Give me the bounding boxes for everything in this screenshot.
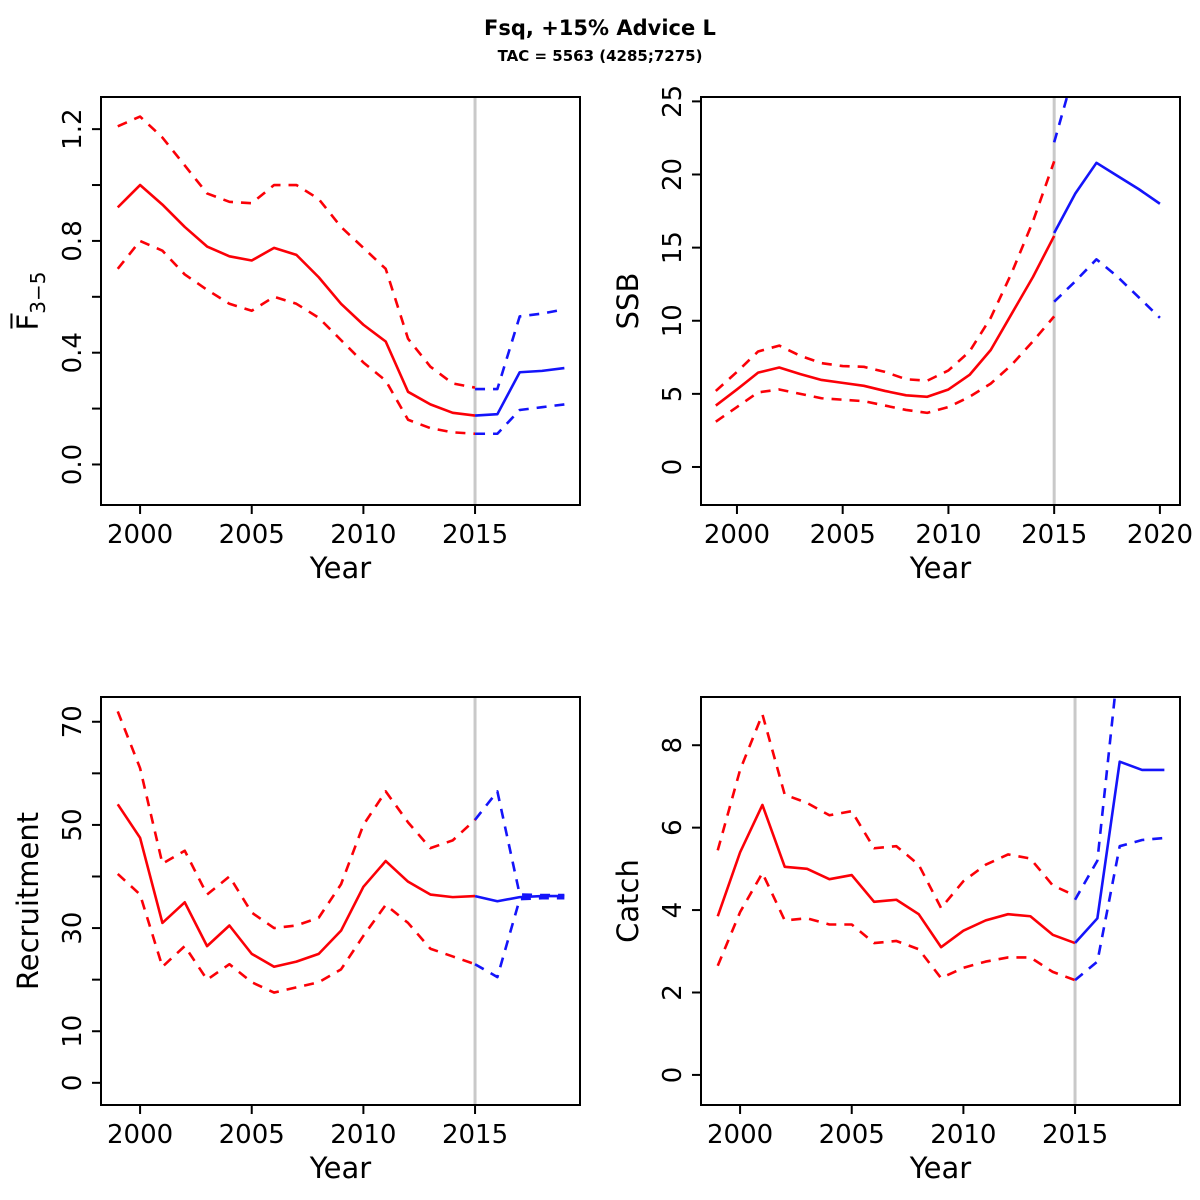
fbar-y-tick-label: 0.0 [58, 444, 88, 485]
ssb-y-tick-label: 10 [658, 304, 688, 337]
fbar-ylabel: F̅3−5 [11, 272, 50, 331]
fbar-forecast-upper-line [475, 308, 565, 391]
ssb-y-tick-label: 15 [658, 231, 688, 264]
recruitment-y-tick-label: 30 [58, 912, 88, 945]
recruitment-history-median-line [116, 803, 476, 969]
recruitment-x-tick-label: 2000 [107, 1120, 173, 1150]
recruitment-y-tick-label: 50 [58, 808, 88, 841]
recruitment-forecast-upper-line [474, 790, 565, 897]
panel-fbar: 2000 2005 2010 2015 0.0 0.4 0.8 1.2 Year F̅3−5 [11, 96, 581, 585]
fbar-x-tick-label: 2015 [442, 520, 508, 550]
catch-forecast-lower-line [1074, 836, 1165, 982]
ssb-x-tick-label: 2000 [704, 520, 770, 550]
fbar-plot-box [100, 96, 581, 506]
ssb-ylabel: SSB [611, 273, 645, 330]
ssb-x-tick-label: 2005 [810, 520, 876, 550]
ssb-x-tick-label: 2015 [1021, 520, 1087, 550]
catch-y-tick-label: 2 [658, 984, 688, 1001]
ssb-y-tick-label: 25 [658, 85, 688, 118]
catch-xlabel: Year [909, 1151, 971, 1185]
figure-subtitle: TAC = 5563 (4285;7275) [497, 47, 703, 65]
catch-history-lower-line [716, 871, 1076, 982]
fbar-x-tick-label: 2005 [219, 520, 285, 550]
panel-ssb: 2000 2005 2010 2015 2020 0 5 10 15 20 25 Year SSB [611, 85, 1193, 585]
ssb-history-lower-line [715, 315, 1056, 423]
fbar-x-tick-label: 2010 [330, 520, 396, 550]
fbar-forecast-median-line [474, 366, 565, 417]
panel-recruitment: 2000 2005 2010 2015 0 10 30 50 70 Year Recruitment [11, 696, 581, 1185]
catch-y-tick-label: 6 [658, 819, 688, 836]
fbar-y-tick-label: 0.4 [58, 332, 88, 373]
ssb-y-tick-label: 0 [658, 459, 688, 476]
recruitment-history-upper-line [116, 710, 476, 930]
recruitment-x-tick-label: 2015 [442, 1120, 508, 1150]
recruitment-x-tick-label: 2005 [219, 1120, 285, 1150]
recruitment-history-lower-line [116, 872, 476, 994]
fbar-history-median-line [116, 183, 476, 417]
ssb-history-upper-line [714, 160, 1056, 392]
fbar-forecast-lower-line [475, 403, 565, 436]
ssb-xlabel: Year [909, 551, 971, 585]
ssb-history-median-line [715, 235, 1056, 407]
catch-forecast-median-line [1074, 760, 1165, 944]
catch-x-tick-label: 2010 [930, 1120, 996, 1150]
catch-history-median-line [716, 803, 1076, 949]
catch-forecast-upper-line [1073, 697, 1117, 901]
catch-x-tick-label: 2005 [819, 1120, 885, 1150]
fbar-y-tick-label: 0.8 [58, 220, 88, 261]
fbar-x-tick-label: 2000 [107, 520, 173, 550]
ssb-x-tick-label: 2010 [915, 520, 981, 550]
catch-history-upper-line [716, 713, 1076, 910]
recruitment-y-tick-label: 0 [58, 1075, 88, 1092]
catch-y-tick-label: 4 [658, 902, 688, 919]
fbar-y-tick-label: 1.2 [58, 108, 88, 149]
catch-x-tick-label: 2015 [1042, 1120, 1108, 1150]
ssb-y-tick-label: 5 [658, 386, 688, 403]
ssb-forecast-upper-line [1052, 97, 1069, 143]
ssb-x-tick-label: 2020 [1127, 520, 1193, 550]
catch-y-tick-label: 8 [658, 737, 688, 754]
panel-catch: 2000 2005 2010 2015 0 2 4 6 8 Year Catch [611, 696, 1181, 1185]
recruitment-y-tick-label: 10 [58, 1015, 88, 1048]
recruitment-forecast-lower-line [474, 896, 565, 979]
ssb-forecast-lower-line [1053, 258, 1161, 319]
figure-title: Fsq, +15% Advice L [484, 16, 716, 40]
ssb-plot-box [700, 96, 1181, 506]
fbar-xlabel: Year [309, 551, 371, 585]
recruitment-y-tick-label: 70 [58, 705, 88, 738]
ssb-y-tick-label: 20 [658, 158, 688, 191]
recruitment-ylabel: Recruitment [11, 812, 45, 990]
recruitment-x-tick-label: 2010 [330, 1120, 396, 1150]
catch-x-tick-label: 2000 [707, 1120, 773, 1150]
catch-ylabel: Catch [611, 859, 645, 943]
fbar-history-upper-line [117, 115, 476, 389]
fbar-history-lower-line [116, 239, 476, 436]
recruitment-plot-box [100, 696, 581, 1106]
catch-plot-box [700, 696, 1181, 1106]
ssb-forecast-median-line [1053, 161, 1161, 234]
recruitment-xlabel: Year [309, 1151, 371, 1185]
recruitment-forecast-median-line [474, 894, 565, 903]
catch-y-tick-label: 0 [658, 1067, 688, 1084]
